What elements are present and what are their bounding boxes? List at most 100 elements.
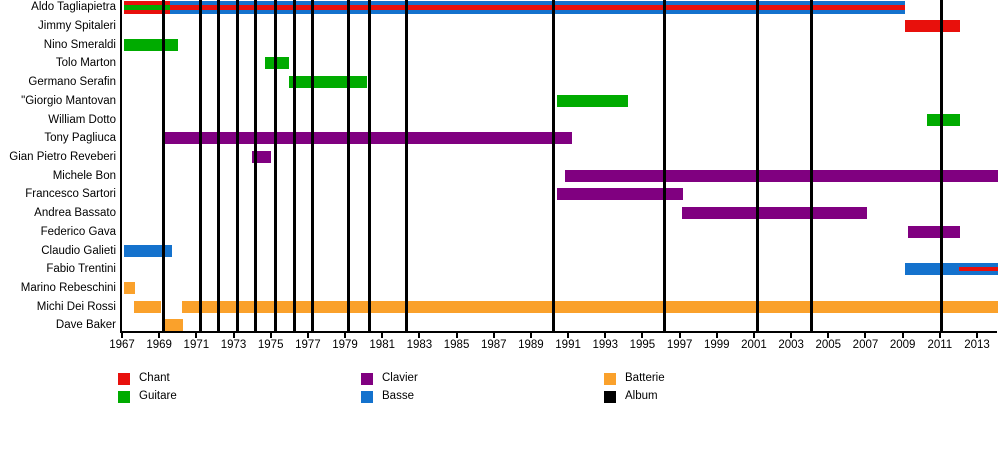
- album-release-line: [347, 0, 351, 331]
- axis-tick: [195, 333, 198, 338]
- axis-tick-label: 1999: [703, 339, 730, 351]
- album-release-line: [217, 0, 221, 331]
- timeline-bar-overlay: [958, 267, 998, 272]
- axis-tick: [715, 333, 718, 338]
- timeline-bar-stripe: [124, 0, 171, 5]
- axis-tick-label: 2001: [741, 339, 767, 351]
- axis-tick-label: 1993: [592, 339, 619, 351]
- axis-tick: [492, 333, 495, 338]
- member-label: Fabio Trentini: [46, 263, 116, 276]
- axis-tick-label: 1981: [369, 339, 395, 351]
- member-label: Dave Baker: [55, 319, 116, 332]
- axis-tick-label: 1989: [518, 339, 544, 351]
- album-release-line: [810, 0, 814, 331]
- member-label: Federico Gava: [40, 225, 116, 238]
- member-label: Aldo Tagliapietra: [31, 1, 116, 14]
- album-release-line: [311, 0, 315, 331]
- axis-tick-label: 1983: [406, 339, 433, 351]
- axis-tick: [790, 333, 793, 338]
- member-label: Gian Pietro Reveberi: [9, 150, 116, 163]
- timeline-bar-stripe: [170, 0, 905, 5]
- legend-swatch: [118, 391, 130, 403]
- axis-tick: [641, 333, 644, 338]
- timeline-bar: [170, 0, 905, 14]
- axis-tick: [864, 333, 867, 338]
- legend-label: Guitare: [139, 390, 177, 402]
- timeline-bar: [124, 38, 178, 51]
- legend-swatch: [361, 373, 373, 385]
- member-label: "Giorgio Mantovan: [21, 94, 116, 107]
- axis-tick: [269, 333, 272, 338]
- timeline-bar: [904, 263, 998, 276]
- timeline-bar-stripe: [124, 4, 171, 10]
- legend-swatch: [604, 391, 616, 403]
- axis-tick-label: 1987: [480, 339, 507, 351]
- axis-tick: [678, 333, 681, 338]
- axis-tick-label: 1975: [257, 339, 284, 351]
- axis-tick-label: 2003: [778, 339, 804, 351]
- album-release-line: [273, 0, 277, 331]
- member-label: Marino Rebeschini: [20, 281, 116, 294]
- axis-tick-label: 2009: [889, 339, 916, 351]
- timeline-bar-stripe: [170, 4, 905, 10]
- axis-tick: [455, 333, 458, 338]
- plot-area: [120, 0, 998, 333]
- axis-tick-label: 1985: [443, 339, 470, 351]
- legend-label: Album: [625, 390, 658, 402]
- axis-tick: [232, 333, 235, 338]
- member-label: William Dotto: [48, 113, 116, 126]
- member-label: Michele Bon: [52, 169, 116, 182]
- timeline-bar: [124, 281, 136, 294]
- timeline-bar: [557, 94, 628, 107]
- timeline-bar: [134, 300, 162, 313]
- album-release-line: [405, 0, 409, 331]
- timeline-bar-stripe: [124, 9, 171, 14]
- axis-tick-label: 1995: [629, 339, 656, 351]
- legend-swatch: [361, 391, 373, 403]
- axis-tick-label: 1973: [220, 339, 247, 351]
- member-label: Tolo Marton: [55, 57, 116, 70]
- timeline-bar-stripe: [170, 9, 905, 14]
- timeline-bar: [163, 132, 572, 145]
- axis-tick: [976, 333, 978, 338]
- album-release-line: [254, 0, 258, 331]
- timeline-bar: [289, 76, 368, 89]
- timeline-bar: [908, 225, 961, 238]
- legend-swatch: [118, 373, 130, 385]
- timeline-bar: [162, 319, 183, 332]
- axis-tick: [938, 333, 941, 338]
- axis-tick: [529, 333, 532, 338]
- legend-swatch: [604, 373, 616, 385]
- axis-tick: [344, 333, 347, 338]
- member-label: Andrea Bassato: [34, 207, 116, 220]
- member-label: Jimmy Spitaleri: [38, 20, 116, 32]
- axis-tick-label: 2005: [815, 339, 842, 351]
- axis-tick-label: 1969: [146, 339, 172, 351]
- timeline-bar: [124, 244, 173, 257]
- axis-tick-label: 1967: [109, 339, 135, 351]
- legend-label: Chant: [139, 372, 170, 384]
- album-release-line: [663, 0, 667, 331]
- legend-label: Basse: [382, 390, 414, 402]
- timeline-bar: [564, 169, 998, 182]
- axis-tick-label: 2013: [964, 339, 990, 351]
- axis-tick-label: 2007: [852, 339, 879, 351]
- axis-tick: [567, 333, 570, 338]
- album-release-line: [235, 0, 239, 331]
- axis-tick-label: 2011: [927, 339, 953, 351]
- x-axis: 1967 1969 1971 1973 1975 1977 1979 1981 1983 1985…: [109, 333, 990, 351]
- axis-tick: [121, 333, 123, 338]
- axis-tick: [827, 333, 830, 338]
- album-release-line: [198, 0, 202, 331]
- legend-label: Clavier: [382, 372, 418, 384]
- timeline-bar: [181, 300, 998, 313]
- member-label: Tony Pagliuca: [44, 132, 116, 145]
- member-label: Germano Serafin: [28, 76, 116, 89]
- album-release-line: [367, 0, 371, 331]
- member-label: Nino Smeraldi: [43, 38, 116, 51]
- axis-tick: [752, 333, 755, 338]
- timeline-bar: [557, 188, 684, 201]
- axis-tick-label: 1979: [332, 339, 358, 351]
- axis-tick-label: 1991: [555, 339, 581, 351]
